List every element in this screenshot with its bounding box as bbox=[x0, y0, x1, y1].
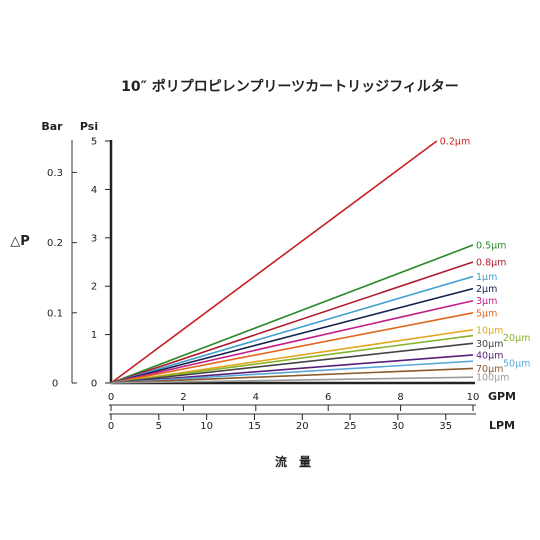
lpm-tick-label: 20 bbox=[296, 421, 309, 432]
lpm-unit-label: LPM bbox=[489, 419, 515, 432]
series-label: 40μm bbox=[476, 350, 503, 361]
series-label: 70μm bbox=[476, 364, 503, 375]
bar-tick-label: 0.3 bbox=[47, 168, 63, 179]
bar-tick-label: 0 bbox=[52, 379, 58, 390]
gpm-tick-label: 0 bbox=[108, 392, 114, 403]
psi-tick-label: 2 bbox=[91, 282, 97, 293]
series-line bbox=[110, 376, 474, 384]
series-label: 5μm bbox=[476, 308, 497, 319]
lpm-ticks: 0 5 10 15 20 25 30 35 bbox=[108, 414, 452, 432]
lpm-tick-label: 10 bbox=[200, 421, 213, 432]
series-label: 10μm bbox=[476, 325, 503, 336]
series-label: 2μm bbox=[476, 284, 497, 295]
psi-unit-label: Psi bbox=[80, 120, 98, 133]
gpm-unit-label: GPM bbox=[488, 390, 516, 403]
chart-title: 10″ ポリプロピレンプリーツカートリッジフィルター bbox=[121, 78, 459, 95]
series-line bbox=[110, 367, 474, 384]
series-line bbox=[110, 299, 474, 384]
bar-tick-label: 0.2 bbox=[47, 238, 63, 249]
series-label: 0.2μm bbox=[440, 137, 470, 148]
lpm-tick-label: 5 bbox=[156, 421, 162, 432]
series-line bbox=[110, 261, 474, 384]
psi-tick-label: 4 bbox=[91, 185, 97, 196]
series-line bbox=[110, 334, 474, 384]
series-label: 3μm bbox=[476, 296, 497, 307]
x-axis-label: 流 量 bbox=[275, 454, 311, 469]
series-label: 50μm bbox=[503, 359, 530, 370]
series-line bbox=[110, 244, 474, 384]
gpm-ticks: 0 2 4 6 8 10 bbox=[108, 392, 480, 411]
gpm-tick-label: 8 bbox=[397, 392, 403, 403]
y-axis-label: △P bbox=[10, 234, 30, 249]
series-label: 0.8μm bbox=[476, 258, 506, 269]
series-label: 20μm bbox=[503, 333, 530, 344]
series-label: 0.5μm bbox=[476, 241, 506, 252]
gpm-tick-label: 6 bbox=[325, 392, 331, 403]
gpm-tick-label: 10 bbox=[467, 392, 480, 403]
series-label: 1μm bbox=[476, 272, 497, 283]
bar-tick-label: 0.1 bbox=[47, 308, 63, 319]
lpm-tick-label: 25 bbox=[344, 421, 357, 432]
lpm-tick-label: 35 bbox=[439, 421, 452, 432]
lpm-tick-label: 15 bbox=[248, 421, 261, 432]
lpm-tick-label: 0 bbox=[108, 421, 114, 432]
series-line bbox=[110, 360, 474, 384]
gpm-tick-label: 4 bbox=[253, 392, 259, 403]
series-line bbox=[110, 312, 474, 384]
series-line bbox=[110, 140, 438, 384]
series-line bbox=[110, 287, 474, 384]
psi-tick-label: 0 bbox=[91, 379, 97, 390]
psi-tick-label: 3 bbox=[91, 233, 97, 244]
psi-tick-label: 5 bbox=[91, 137, 97, 148]
psi-ticks: 0 1 2 3 4 5 bbox=[91, 137, 111, 390]
series-line bbox=[110, 328, 474, 384]
series-line bbox=[110, 275, 474, 384]
series-label: 100μm bbox=[476, 373, 509, 384]
series-label: 30μm bbox=[476, 339, 503, 350]
bar-ticks: 0 0.1 0.2 0.3 bbox=[47, 168, 77, 390]
series-line bbox=[110, 342, 474, 384]
bar-unit-label: Bar bbox=[41, 120, 63, 133]
psi-tick-label: 1 bbox=[91, 330, 97, 341]
series-line bbox=[110, 354, 474, 384]
lpm-tick-label: 30 bbox=[392, 421, 405, 432]
series-lines bbox=[110, 140, 474, 384]
gpm-tick-label: 2 bbox=[180, 392, 186, 403]
